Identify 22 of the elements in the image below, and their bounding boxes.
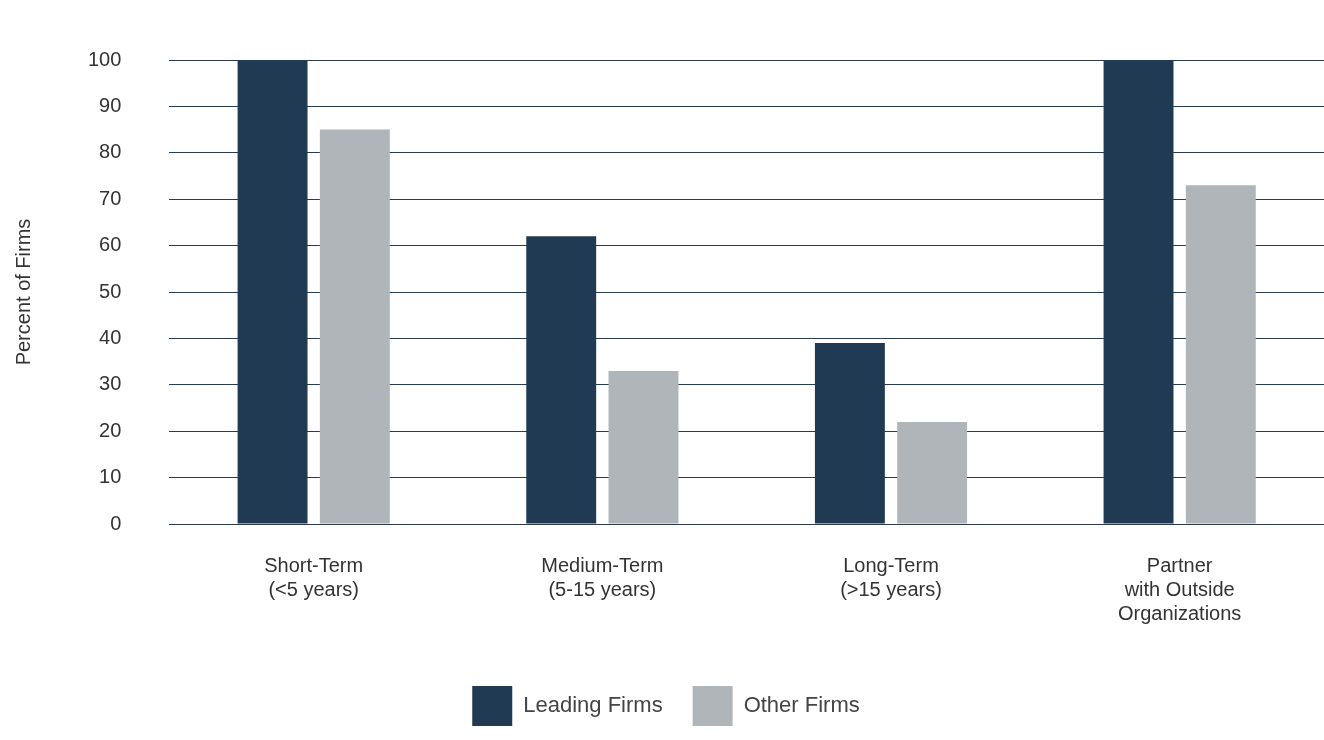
bar [897,421,968,524]
y-tick-label: 80 [99,140,122,163]
y-tick-label: 30 [99,372,122,395]
x-tick-label: Short-Term (<5 years) [264,553,364,600]
y-tick-label: 10 [99,465,122,488]
y-axis-title: Percent of Firms [11,218,34,366]
y-tick-label: 20 [99,418,122,441]
y-tick-label: 90 [99,93,122,116]
y-tick-label: 60 [99,233,122,256]
legend-label: Leading Firms [523,692,663,718]
y-tick-label: 70 [99,186,122,209]
y-tick-label: 100 [87,47,122,70]
bar [608,370,679,524]
x-tick-label: Medium-Term (5-15 years) [541,553,664,600]
y-tick-label: 0 [110,511,122,534]
legend-label: Other Firms [743,692,860,718]
y-tick-label: 50 [99,279,122,302]
x-tick-label: Long-Term (>15 years) [840,553,942,600]
y-tick-label: 40 [99,325,122,348]
bar [1185,185,1256,524]
x-tick-label: Partner with Outside Organizations [1117,553,1242,624]
bar [319,129,390,524]
